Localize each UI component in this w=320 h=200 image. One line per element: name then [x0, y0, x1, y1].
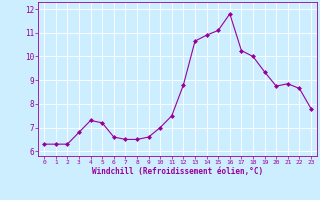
X-axis label: Windchill (Refroidissement éolien,°C): Windchill (Refroidissement éolien,°C) — [92, 167, 263, 176]
